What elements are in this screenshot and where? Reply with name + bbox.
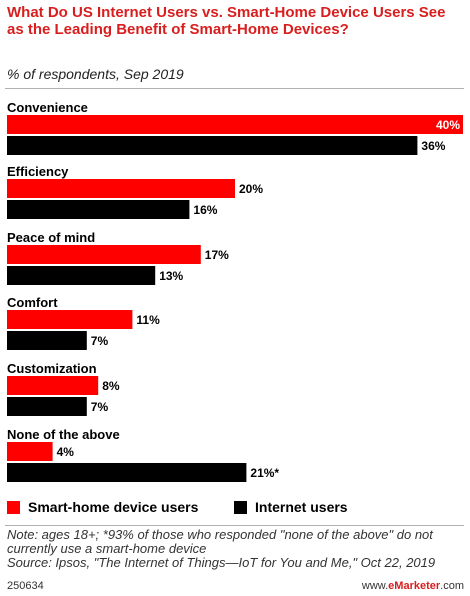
bar xyxy=(7,331,87,350)
chart-subtitle: % of respondents, Sep 2019 xyxy=(7,66,184,82)
bar xyxy=(7,245,201,264)
source-text: Source: Ipsos, "The Internet of Things—I… xyxy=(7,555,436,570)
brand-prefix: www. xyxy=(361,580,389,592)
chart-title: What Do US Internet Users vs. Smart-Home… xyxy=(7,4,446,38)
category-label: Convenience xyxy=(7,100,88,115)
data-label: 11% xyxy=(136,313,160,327)
chart-id: 250634 xyxy=(7,580,44,592)
category-label: Comfort xyxy=(7,295,58,310)
data-label: 21%* xyxy=(250,466,279,480)
data-label: 36% xyxy=(421,139,445,153)
bar xyxy=(7,266,156,285)
brand: www.eMarketer.com xyxy=(362,580,464,592)
bottom-divider xyxy=(5,525,464,526)
data-label: 7% xyxy=(91,400,109,414)
data-label: 13% xyxy=(159,269,183,283)
bar xyxy=(7,442,53,461)
bar xyxy=(7,397,87,416)
bar xyxy=(7,463,247,482)
category-label: None of the above xyxy=(7,427,120,442)
legend-label-smart-home: Smart-home device users xyxy=(28,499,199,515)
data-label: 40% xyxy=(436,118,460,132)
brand-suffix: .com xyxy=(440,580,464,592)
bar xyxy=(7,200,190,219)
footnote: Note: ages 18+; *93% of those who respon… xyxy=(7,528,463,570)
data-label: 4% xyxy=(57,445,75,459)
category-label: Customization xyxy=(7,361,97,376)
data-label: 7% xyxy=(91,334,109,348)
bar xyxy=(7,310,133,329)
brand-name: eMarketer xyxy=(388,580,441,592)
category-label: Efficiency xyxy=(7,164,69,179)
data-label: 17% xyxy=(205,248,229,262)
top-divider xyxy=(5,88,464,89)
bar-chart: Convenience 40% 36% Efficiency 20% 16% Peace o… xyxy=(7,100,463,482)
bar xyxy=(7,115,463,134)
bar xyxy=(7,179,235,198)
legend-item-smart-home: Smart-home device users xyxy=(7,499,198,515)
legend-swatch-internet xyxy=(234,500,247,514)
data-label: 20% xyxy=(239,182,263,196)
data-label: 8% xyxy=(102,379,120,393)
legend-swatch-smart-home xyxy=(7,500,20,514)
bar xyxy=(7,376,99,395)
note-text: Note: ages 18+; *93% of those who respon… xyxy=(7,527,433,556)
data-label: 16% xyxy=(193,203,217,217)
category-label: Peace of mind xyxy=(7,230,95,245)
bar xyxy=(7,136,418,155)
legend-label-internet: Internet users xyxy=(255,499,348,515)
legend: Smart-home device users Internet users xyxy=(0,499,470,519)
legend-item-internet: Internet users xyxy=(234,499,348,515)
